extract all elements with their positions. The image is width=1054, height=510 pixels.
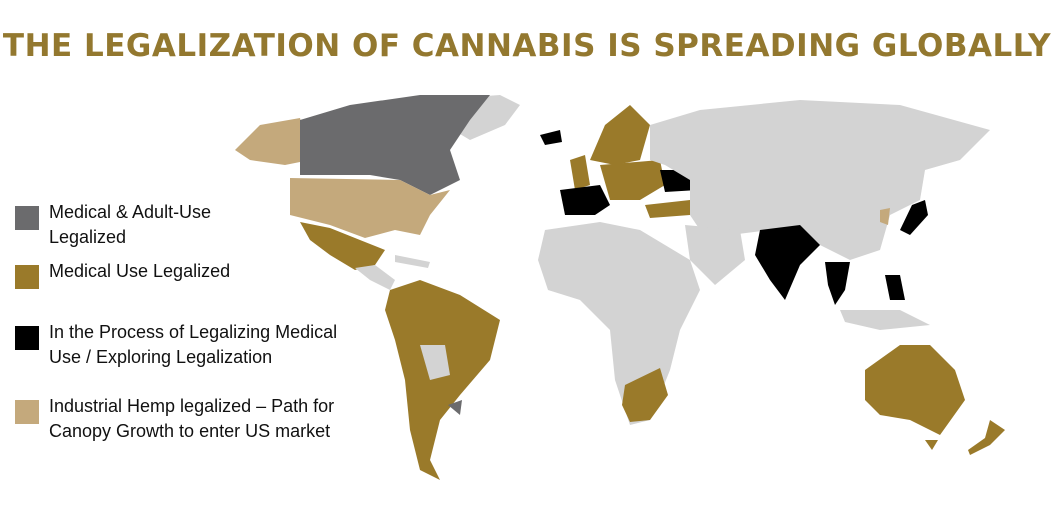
region-uruguay	[448, 400, 462, 415]
region-southeast-asia	[825, 262, 850, 305]
region-iceland	[540, 130, 562, 145]
region-south-africa	[622, 368, 668, 422]
region-mexico	[300, 222, 385, 270]
legend-item-medical-adult-use: Medical & Adult-Use Legalized	[15, 200, 239, 250]
region-korea	[880, 208, 890, 225]
region-central-europe	[600, 160, 665, 200]
region-middle-east	[685, 225, 745, 285]
region-india	[755, 225, 820, 300]
legend-item-in-process: In the Process of Legalizing Medical Use…	[15, 320, 369, 370]
region-new-zealand	[968, 420, 1005, 455]
legend-swatch	[15, 206, 39, 230]
region-uk	[570, 155, 590, 190]
region-canada	[300, 95, 490, 195]
legend-label: Medical & Adult-Use Legalized	[49, 202, 212, 247]
region-australia	[865, 345, 965, 435]
region-bolivia	[420, 345, 450, 380]
region-philippines	[885, 275, 905, 300]
region-japan	[900, 200, 928, 235]
region-turkey	[645, 200, 690, 218]
legend-swatch	[15, 265, 39, 289]
region-alaska	[235, 118, 310, 165]
region-indonesia	[840, 310, 930, 330]
region-central-america	[355, 265, 395, 290]
region-south-america	[385, 280, 500, 480]
page-title: THE LEGALIZATION OF CANNABIS IS SPREADIN…	[2, 28, 1052, 64]
legend-swatch	[15, 326, 39, 350]
region-tasmania	[925, 440, 938, 450]
legend-swatch	[15, 400, 39, 424]
legend-label: In the Process of Legalizing Medical Use…	[49, 322, 338, 367]
region-asia	[650, 100, 990, 260]
region-africa	[538, 222, 700, 425]
region-france-spain	[560, 185, 610, 215]
region-caribbean	[395, 255, 430, 268]
legend-item-industrial-hemp: Industrial Hemp legalized – Path for Can…	[15, 394, 369, 444]
legend-item-medical-use: Medical Use Legalized	[15, 259, 230, 289]
region-usa	[290, 178, 450, 238]
region-scandinavia	[590, 105, 650, 165]
legend-label: Industrial Hemp legalized – Path for Can…	[49, 396, 335, 441]
legend-label: Medical Use Legalized	[49, 261, 231, 281]
